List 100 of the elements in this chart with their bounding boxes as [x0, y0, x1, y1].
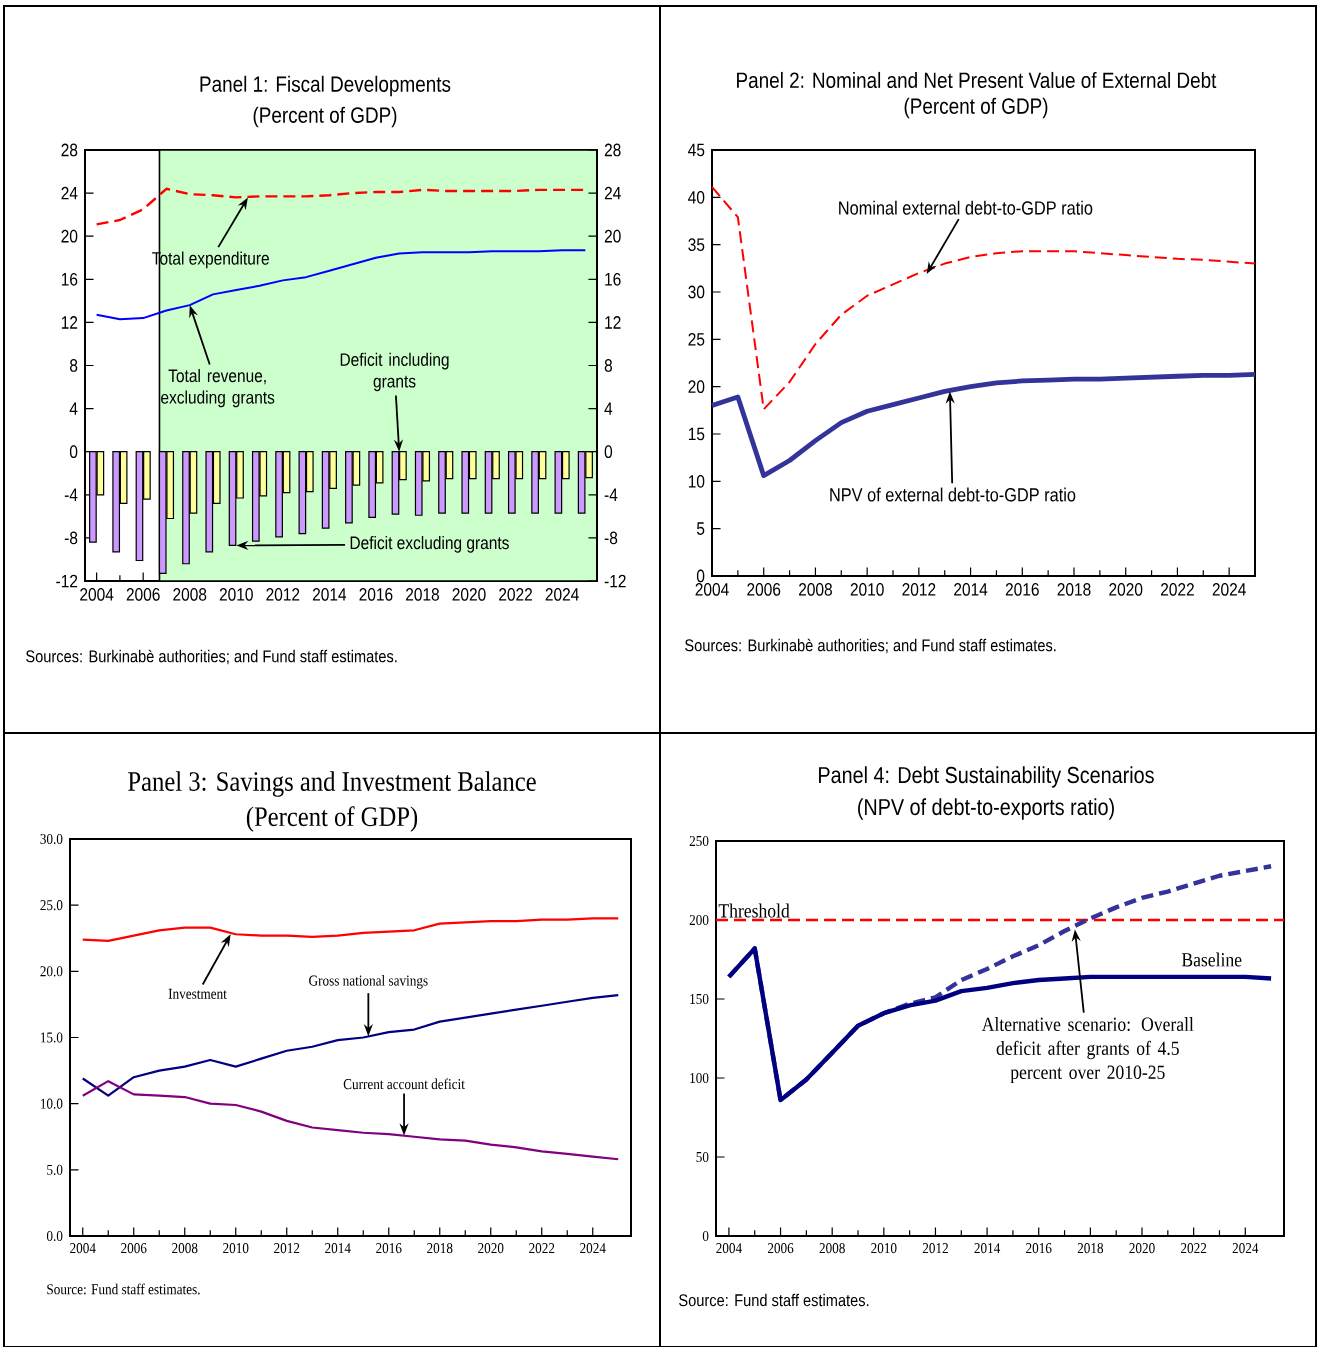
x-tick-label: 2010 [871, 1243, 897, 1254]
y-tick-label: 8 [69, 359, 78, 372]
y-tick-label: 30 [688, 285, 705, 299]
ref-line-label: Threshold [718, 903, 790, 918]
y2-tick-label: 20 [604, 229, 621, 243]
y2-tick-label: -8 [604, 531, 618, 545]
x-tick-label: 2024 [580, 1243, 606, 1254]
y-tick-label: 5.0 [47, 1164, 63, 1175]
y-tick-label: 250 [689, 835, 709, 847]
annotation: Current account deficit [343, 1078, 465, 1090]
y2-tick-label: 12 [605, 316, 621, 329]
y-tick-label: 20 [688, 380, 705, 394]
x-tick-label: 2004 [80, 588, 114, 601]
x-tick-label: 2008 [173, 588, 207, 601]
x-tick-label: 2018 [406, 588, 439, 601]
y-tick-label: -4 [64, 488, 78, 501]
y-tick-label: 10.0 [40, 1098, 63, 1109]
source-note: Sources: Burkinabè authorities; and Fund staff estimates. [685, 638, 1056, 654]
line-series [81, 1080, 620, 1161]
y2-tick-label: 24 [604, 186, 621, 200]
x-tick-label: 2016 [359, 588, 393, 601]
chart-title: Panel 4: Debt Sustainability Scenarios [819, 766, 1154, 788]
y-tick-label: 16 [61, 272, 78, 286]
x-tick-label: 2016 [1005, 583, 1039, 596]
x-tick-label: 2014 [325, 1243, 351, 1254]
annotation: Total revenue, excluding grants [161, 368, 275, 408]
x-tick-label: 2020 [478, 1243, 504, 1254]
x-tick-label: 2012 [274, 1243, 300, 1254]
x-tick-label: 2010 [850, 583, 884, 596]
y-tick-label: 200 [689, 914, 709, 926]
x-tick-label: 2024 [1232, 1243, 1259, 1254]
y-tick-label: 40 [688, 190, 705, 204]
chart-subtitle: (Percent of GDP) [904, 97, 1048, 119]
x-tick-label: 2008 [172, 1243, 198, 1254]
y-tick-label: 35 [688, 238, 705, 252]
annotation: NPV of external debt-to-GDP ratio [830, 487, 1076, 502]
source-note: Source: Fund staff estimates. [679, 1293, 869, 1307]
x-tick-label: 2016 [376, 1243, 402, 1254]
x-tick-label: 2008 [819, 1243, 845, 1254]
x-tick-label: 2010 [223, 1243, 249, 1254]
chart-subtitle: (Percent of GDP) [253, 106, 397, 128]
x-tick-label: 2012 [922, 1243, 948, 1254]
annotation: Investment [168, 988, 227, 999]
x-tick-label: 2012 [902, 583, 936, 596]
x-tick-label: 2024 [545, 588, 579, 601]
x-tick-label: 2014 [954, 583, 988, 596]
y-tick-label: 0 [702, 1230, 709, 1242]
x-tick-label: 2006 [126, 588, 160, 601]
y-tick-label: 100 [690, 1072, 709, 1084]
y2-tick-label: 0 [604, 445, 613, 459]
x-tick-label: 2006 [767, 1243, 794, 1254]
annotation: Deficit excluding grants [350, 535, 509, 553]
x-tick-label: 2020 [1109, 583, 1143, 596]
annotation: Gross national savings [309, 975, 428, 989]
source-note: Source: Fund staff estimates. [47, 1283, 200, 1295]
y2-tick-label: 16 [605, 272, 621, 286]
x-tick-label: 2022 [499, 588, 532, 601]
x-tick-label: 2004 [695, 583, 729, 596]
x-tick-label: 2018 [1057, 583, 1091, 596]
y-tick-label: 4 [69, 402, 78, 415]
chart-title: Panel 1: Fiscal Developments [200, 75, 451, 97]
y-tick-label: 0 [696, 569, 705, 583]
chart-title: Panel 2: Nominal and Net Present Value of External Debt [737, 71, 1217, 89]
y-tick-label: 20.0 [40, 966, 63, 977]
y-tick-label: 25 [688, 332, 705, 346]
y-tick-label: 25.0 [40, 900, 63, 911]
x-tick-label: 2022 [1161, 583, 1194, 596]
y-tick-label: 5 [696, 522, 705, 535]
y-tick-label: 28 [61, 143, 78, 157]
annotation: Deficit including grants [340, 352, 449, 392]
y2-tick-label: 8 [604, 359, 613, 372]
y2-tick-label: 4 [604, 402, 613, 415]
x-tick-label: 2020 [1129, 1243, 1155, 1254]
y-tick-label: 20 [61, 229, 78, 243]
y-tick-label: 24 [61, 186, 78, 200]
y-tick-label: 30.0 [40, 833, 63, 845]
annotation: Alternative scenario: Overall deficit after grants of 4.5 percent over 2010-25 [981, 1016, 1194, 1084]
y-tick-label: 15.0 [40, 1032, 63, 1043]
x-tick-label: 2022 [1181, 1243, 1207, 1254]
x-tick-label: 2006 [121, 1243, 147, 1254]
y-tick-label: -8 [64, 531, 78, 545]
x-tick-label: 2004 [716, 1243, 742, 1254]
x-tick-label: 2014 [974, 1243, 1001, 1254]
x-tick-label: 2022 [529, 1243, 555, 1254]
y-tick-label: 12 [61, 316, 78, 329]
x-tick-label: 2012 [266, 588, 300, 601]
x-tick-label: 2008 [799, 583, 832, 596]
y-tick-label: 15 [688, 427, 705, 441]
annotation: Nominal external debt-to-GDP ratio [839, 200, 1093, 215]
x-tick-label: 2004 [70, 1243, 96, 1254]
series-label: Baseline [1181, 952, 1242, 967]
y2-tick-label: -12 [604, 574, 626, 588]
chart-title: Panel 3: Savings and Investment Balance [128, 771, 536, 797]
y2-tick-label: -4 [604, 488, 618, 501]
x-tick-label: 2016 [1026, 1243, 1052, 1254]
x-tick-label: 2010 [219, 588, 253, 601]
chart-subtitle: (NPV of debt-to-exports ratio) [858, 798, 1114, 820]
x-tick-label: 2024 [1212, 583, 1246, 596]
x-tick-label: 2014 [312, 588, 347, 601]
y-tick-label: 45 [688, 143, 705, 157]
